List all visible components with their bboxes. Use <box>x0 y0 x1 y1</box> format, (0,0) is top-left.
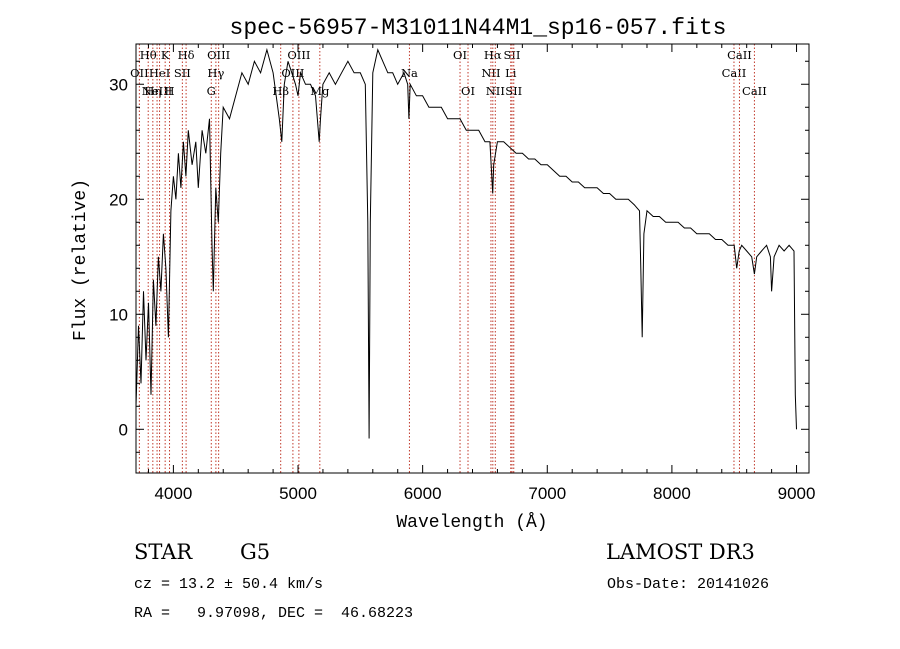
line-label: SII <box>174 66 191 80</box>
line-label: K <box>161 48 170 62</box>
line-label: HeI <box>149 66 170 80</box>
x-tick-label: 6000 <box>404 484 442 503</box>
plot-frame <box>135 43 810 474</box>
line-label: NII <box>486 84 505 98</box>
line-label: Hα <box>484 48 502 62</box>
object-subclass: G5 <box>240 540 271 564</box>
line-label: SII <box>504 48 521 62</box>
line-label: CaII <box>742 84 767 98</box>
y-axis-label: Flux (relative) <box>71 179 91 341</box>
line-label: NII <box>481 66 500 80</box>
survey-name: LAMOST DR3 <box>606 540 755 564</box>
x-tick-label: 5000 <box>279 484 317 503</box>
x-tick-label: 9000 <box>778 484 816 503</box>
y-tick-label: 10 <box>109 305 128 324</box>
line-label: Hδ <box>178 48 195 62</box>
line-label: Hθ <box>140 48 157 62</box>
axis-ticks: 4000 5000 6000 7000 8000 9000 0 10 20 30 <box>109 44 815 503</box>
line-label: OI <box>453 48 467 62</box>
line-label: Hγ <box>207 66 224 80</box>
line-label: Hβ <box>272 84 289 98</box>
object-class: STAR <box>134 540 193 564</box>
redshift-velocity: cz = 13.2 ± 50.4 km/s <box>134 576 324 593</box>
observation-date: Obs-Date: 20141026 <box>607 576 770 593</box>
line-label: OIII <box>207 48 230 62</box>
flux-series-line <box>135 47 797 439</box>
x-tick-label: 4000 <box>154 484 192 503</box>
x-axis-label: Wavelength (Å) <box>396 512 547 533</box>
x-tick-label: 8000 <box>653 484 691 503</box>
y-tick-label: 20 <box>109 190 128 209</box>
emission-line-markers: OIIHθHηNeIIIHeIKHSIIHδGHγOIIIHβOIIIOIIIM… <box>130 44 767 473</box>
line-label: CaII <box>727 48 752 62</box>
chart-title: spec-56957-M31011N44M1_sp16-057.fits <box>230 15 727 41</box>
line-label: SII <box>505 84 522 98</box>
line-label: OI <box>461 84 475 98</box>
line-label: OII <box>130 66 149 80</box>
line-label: CaII <box>722 66 747 80</box>
x-tick-label: 7000 <box>528 484 566 503</box>
line-label: Li <box>505 66 517 80</box>
line-label: G <box>207 84 216 98</box>
y-tick-label: 30 <box>109 75 128 94</box>
y-tick-label: 0 <box>119 420 128 439</box>
line-label: OIII <box>287 48 310 62</box>
line-label: H <box>165 84 175 98</box>
coordinates: RA = 9.97098, DEC = 46.68223 <box>134 605 414 622</box>
